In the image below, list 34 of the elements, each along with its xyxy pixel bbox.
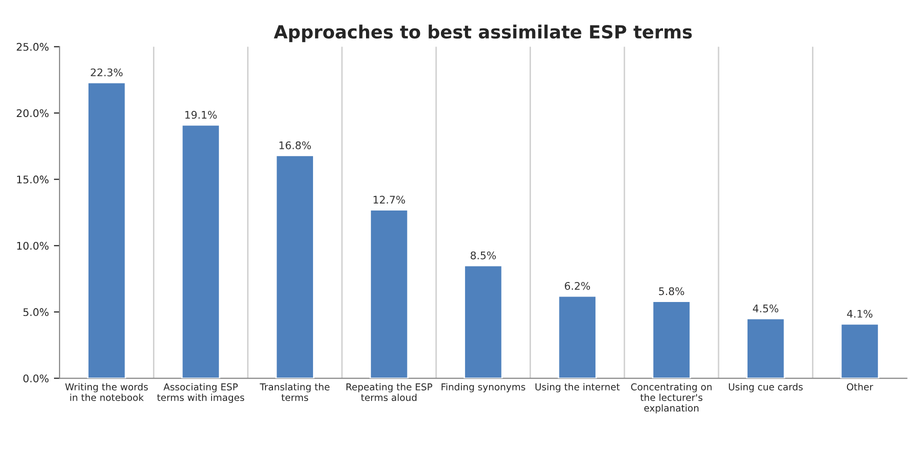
bar [87, 82, 126, 378]
data-label: 5.8% [659, 287, 684, 296]
x-tick-label: Using cue cards [728, 383, 803, 392]
y-tick-label: 10.0% [17, 242, 49, 250]
data-label: 4.1% [847, 310, 872, 318]
bar [652, 300, 692, 378]
x-tick-label: Translating the terms [260, 383, 330, 402]
x-tick-label: Repeating the ESP terms aloud [346, 383, 432, 402]
x-tick-label: Writing the words in the notebook [65, 383, 148, 402]
x-tick-label: Associating ESP terms with images [157, 383, 244, 403]
y-tick-label: 20.0% [16, 109, 49, 118]
bar [181, 124, 220, 378]
data-label: 6.2% [564, 282, 590, 290]
data-label: 22.3% [90, 68, 123, 76]
bar [464, 264, 503, 378]
data-label: 4.5% [752, 304, 778, 312]
data-label: 19.1% [185, 110, 217, 119]
bar [840, 323, 880, 378]
chart-title: Approaches to best assimilate ESP terms [274, 24, 692, 42]
data-label: 16.8% [280, 141, 311, 150]
x-tick-label: Concentrating on the lecturer's explanation [631, 383, 712, 414]
bar [370, 209, 409, 378]
y-tick-label: 5.0% [23, 308, 49, 316]
data-label: 12.7% [374, 196, 406, 204]
x-tick-label: Other [846, 383, 874, 390]
x-tick-label: Using the internet [536, 383, 620, 392]
bar [746, 318, 786, 378]
y-tick-label: 25.0% [16, 42, 49, 51]
y-tick-label: 15.0% [17, 176, 49, 184]
bar [558, 295, 597, 378]
bar [275, 154, 314, 378]
x-tick-label: Finding synonyms [442, 383, 526, 392]
data-label: 8.5% [470, 251, 496, 260]
y-tick-label: 0.0% [23, 374, 49, 382]
